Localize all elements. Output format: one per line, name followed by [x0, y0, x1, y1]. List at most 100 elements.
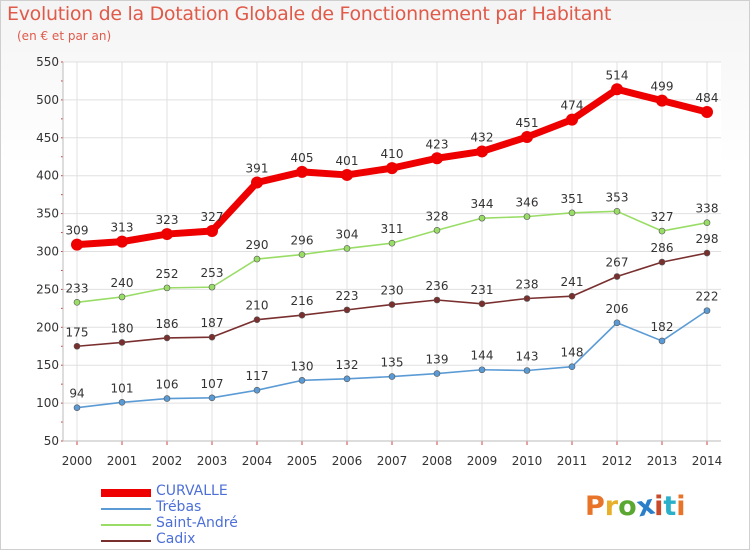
- x-tick-label: 2006: [332, 454, 363, 468]
- x-tick-label: 2008: [422, 454, 453, 468]
- data-label-curvalle: 309: [66, 224, 89, 238]
- data-point-curvalle: [206, 225, 218, 238]
- data-point-saint-andr-: [523, 213, 531, 220]
- data-label-saint-andr-: 351: [561, 192, 584, 206]
- data-label-cadix: 236: [426, 279, 449, 293]
- data-label-curvalle: 474: [561, 99, 584, 113]
- data-point-cadix: [703, 249, 711, 257]
- y-tick-label: 150: [36, 358, 59, 372]
- data-label-curvalle: 484: [696, 91, 719, 105]
- data-point-tr-bas: [163, 395, 171, 402]
- data-label-cadix: 186: [156, 317, 179, 331]
- data-label-cadix: 267: [606, 256, 629, 270]
- x-tick-label: 2012: [602, 454, 633, 468]
- data-label-cadix: 216: [291, 294, 314, 308]
- data-label-tr-bas: 139: [426, 353, 449, 367]
- data-point-saint-andr-: [298, 251, 306, 258]
- data-point-curvalle: [161, 228, 173, 241]
- data-label-curvalle: 410: [381, 147, 404, 161]
- data-label-cadix: 223: [336, 289, 359, 303]
- data-label-cadix: 175: [66, 325, 89, 339]
- y-tick-label: 450: [36, 131, 59, 145]
- data-point-curvalle: [566, 113, 578, 126]
- data-point-cadix: [118, 339, 126, 346]
- x-tick-label: 2010: [512, 454, 543, 468]
- x-tick-label: 2013: [647, 454, 678, 468]
- data-point-saint-andr-: [208, 283, 216, 291]
- data-label-saint-andr-: 290: [246, 238, 269, 252]
- data-label-cadix: 210: [246, 299, 269, 313]
- data-label-cadix: 231: [471, 283, 494, 297]
- data-point-cadix: [478, 300, 486, 308]
- data-label-tr-bas: 132: [336, 358, 359, 372]
- chart-subtitle: (en € et par an): [17, 29, 112, 43]
- data-point-curvalle: [116, 235, 128, 248]
- legend-label: Cadix: [156, 531, 196, 547]
- data-point-saint-andr-: [118, 293, 126, 301]
- data-label-curvalle: 401: [336, 154, 359, 168]
- data-label-curvalle: 499: [651, 80, 674, 94]
- data-label-tr-bas: 94: [69, 387, 84, 401]
- data-label-saint-andr-: 327: [651, 210, 674, 224]
- data-point-cadix: [523, 295, 531, 302]
- data-label-curvalle: 405: [291, 151, 314, 165]
- x-tick-label: 2011: [557, 454, 588, 468]
- data-label-curvalle: 423: [426, 137, 449, 151]
- data-point-saint-andr-: [163, 284, 171, 292]
- data-point-saint-andr-: [343, 245, 351, 252]
- x-tick-label: 2000: [62, 454, 93, 468]
- data-point-saint-andr-: [253, 255, 261, 263]
- data-label-cadix: 230: [381, 284, 404, 298]
- data-point-tr-bas: [703, 307, 711, 314]
- y-tick-label: 50: [44, 434, 59, 448]
- data-label-saint-andr-: 240: [111, 276, 134, 290]
- data-point-cadix: [253, 316, 261, 324]
- x-tick-label: 2001: [107, 454, 138, 468]
- data-label-tr-bas: 182: [651, 320, 674, 334]
- data-point-saint-andr-: [73, 298, 81, 306]
- data-point-tr-bas: [568, 363, 576, 371]
- chart-title: Evolution de la Dotation Globale de Fonc…: [7, 3, 612, 25]
- data-label-curvalle: 313: [111, 221, 134, 235]
- data-label-cadix: 241: [561, 275, 584, 289]
- data-label-saint-andr-: 253: [201, 266, 224, 280]
- data-point-cadix: [343, 306, 351, 314]
- data-point-tr-bas: [613, 319, 621, 327]
- legend-swatch: [101, 508, 151, 510]
- data-point-cadix: [73, 342, 81, 350]
- data-label-tr-bas: 148: [561, 346, 584, 360]
- proxiti-logo: Proxiti: [585, 489, 686, 524]
- data-point-tr-bas: [118, 399, 126, 406]
- data-point-tr-bas: [523, 367, 531, 374]
- x-tick-label: 2007: [377, 454, 408, 468]
- data-point-saint-andr-: [568, 209, 576, 217]
- data-point-curvalle: [251, 176, 263, 189]
- y-tick-label: 250: [36, 282, 59, 296]
- data-point-saint-andr-: [613, 208, 621, 215]
- data-label-tr-bas: 135: [381, 356, 404, 370]
- y-tick-label: 550: [36, 55, 59, 69]
- data-label-tr-bas: 130: [291, 359, 314, 373]
- y-tick-label: 300: [36, 245, 59, 259]
- data-point-curvalle: [296, 165, 308, 178]
- data-point-curvalle: [386, 162, 398, 175]
- data-label-curvalle: 391: [246, 162, 269, 176]
- x-tick-label: 2014: [692, 454, 723, 468]
- legend-swatch: [101, 489, 151, 497]
- data-label-tr-bas: 206: [606, 302, 629, 316]
- data-label-curvalle: 432: [471, 130, 494, 144]
- data-label-cadix: 298: [696, 232, 719, 246]
- data-point-curvalle: [611, 83, 623, 96]
- data-label-tr-bas: 143: [516, 350, 539, 364]
- data-label-saint-andr-: 338: [696, 202, 719, 216]
- data-label-saint-andr-: 304: [336, 227, 359, 241]
- data-point-curvalle: [656, 94, 668, 107]
- data-point-tr-bas: [658, 337, 666, 345]
- y-tick-label: 100: [36, 396, 59, 410]
- data-label-cadix: 286: [651, 241, 674, 255]
- data-label-saint-andr-: 233: [66, 281, 89, 295]
- legend-swatch: [101, 540, 151, 542]
- data-point-curvalle: [341, 168, 353, 181]
- data-point-tr-bas: [343, 375, 351, 383]
- data-label-tr-bas: 106: [156, 378, 179, 392]
